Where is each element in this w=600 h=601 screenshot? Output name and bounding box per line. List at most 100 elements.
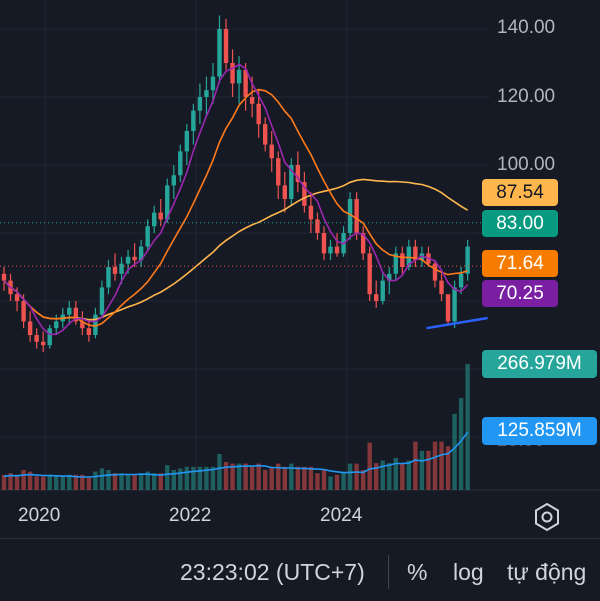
volume-bar <box>263 470 268 490</box>
volume-bar <box>347 463 353 490</box>
volume-bar <box>145 471 150 490</box>
volume-bar <box>112 473 118 490</box>
volume-bar <box>328 476 333 490</box>
candle-body <box>289 165 294 199</box>
volume-bar <box>21 470 26 490</box>
hexagon-gear-icon[interactable] <box>531 501 563 533</box>
moving-averages <box>3 63 469 336</box>
candle-body <box>151 212 157 227</box>
volume-bar <box>80 474 85 490</box>
volume-bar <box>14 474 20 490</box>
candle-body <box>27 321 33 335</box>
candle-body <box>308 205 314 220</box>
candle-body <box>295 165 301 182</box>
volume-bar <box>315 473 320 490</box>
volume-bar <box>27 471 33 490</box>
candle-body <box>380 280 385 301</box>
candle-body <box>263 124 268 145</box>
volume-bar <box>269 466 274 490</box>
candle-body <box>432 263 438 281</box>
clock-timezone[interactable]: 23:23:02 (UTC+7) <box>180 559 365 585</box>
volume-bar <box>230 463 235 490</box>
volume-bar <box>334 474 340 490</box>
volume-moving-average <box>3 431 469 478</box>
candle-body <box>328 246 333 254</box>
candle-body <box>1 273 7 281</box>
candle-body <box>243 69 248 97</box>
candle-body <box>236 69 242 84</box>
trend-line <box>426 316 488 330</box>
candle-body <box>73 307 79 322</box>
volume-bar <box>99 468 105 490</box>
candle-body <box>230 63 235 84</box>
volume-bar <box>458 398 464 490</box>
volume-bar <box>138 473 144 490</box>
candle-body <box>112 267 118 274</box>
percent-scale-toggle[interactable]: % <box>407 559 428 585</box>
candle-body <box>204 90 209 97</box>
candle-body <box>445 294 451 322</box>
candle-body <box>354 199 359 233</box>
candle-body <box>80 321 85 329</box>
volume-bar <box>400 463 405 490</box>
volume-bar <box>393 458 398 490</box>
volume-bar <box>217 454 222 490</box>
volume-bar <box>34 476 39 490</box>
candle-body <box>132 256 137 261</box>
candle-body <box>249 97 255 104</box>
volume-bar <box>178 468 183 490</box>
candle-body <box>125 256 131 264</box>
candle-body <box>210 76 216 91</box>
candle-body <box>276 158 281 186</box>
volume-bar <box>413 441 418 490</box>
volume-bar <box>73 474 79 490</box>
volume-bar <box>387 463 392 490</box>
volume-bar <box>47 474 52 490</box>
volume-bar <box>380 460 385 490</box>
candle-body <box>119 263 124 274</box>
candle-body <box>256 103 261 125</box>
volume-bar <box>465 364 470 490</box>
candle-body <box>321 233 327 254</box>
volume-bar <box>243 463 248 490</box>
toolbar-divider <box>388 555 389 589</box>
price-chart[interactable] <box>0 0 600 538</box>
candle-body <box>34 335 39 342</box>
volume-bar <box>204 466 209 490</box>
volume-bar <box>67 474 72 490</box>
volume-bar <box>367 442 372 490</box>
candle-body <box>334 246 340 254</box>
candle-body <box>367 253 372 295</box>
volume-bar <box>354 463 359 490</box>
candle-body <box>223 29 229 63</box>
volume-last-label: 266.979M <box>482 350 597 378</box>
volume-bar <box>256 463 261 490</box>
candle-body <box>158 212 163 220</box>
volume-bar <box>249 466 255 490</box>
candle-body <box>393 253 398 274</box>
volume-bar <box>119 473 124 490</box>
price-tick-100: 100.00 <box>497 154 556 175</box>
candle-body <box>106 267 111 288</box>
log-scale-toggle[interactable]: log <box>453 559 484 585</box>
candle-body <box>191 110 196 131</box>
candle-body <box>14 294 20 301</box>
candle-body <box>67 307 72 315</box>
ma-long-line <box>3 178 469 321</box>
last-price-label: 83.00 <box>482 210 558 237</box>
volume-bar <box>321 470 327 490</box>
volume-bar <box>60 476 65 490</box>
volume-bar <box>158 473 163 490</box>
auto-scale-toggle[interactable]: tự động <box>507 559 587 585</box>
candle-body <box>360 233 366 254</box>
candle-body <box>47 328 52 346</box>
candle-body <box>145 226 150 247</box>
candle-body <box>282 185 287 199</box>
candle-body <box>93 314 98 335</box>
candle-body <box>217 29 222 77</box>
volume-bar <box>93 471 98 490</box>
candle-body <box>171 175 176 186</box>
candle-body <box>465 246 470 274</box>
candle-body <box>302 182 307 206</box>
volume-bar <box>282 466 287 490</box>
